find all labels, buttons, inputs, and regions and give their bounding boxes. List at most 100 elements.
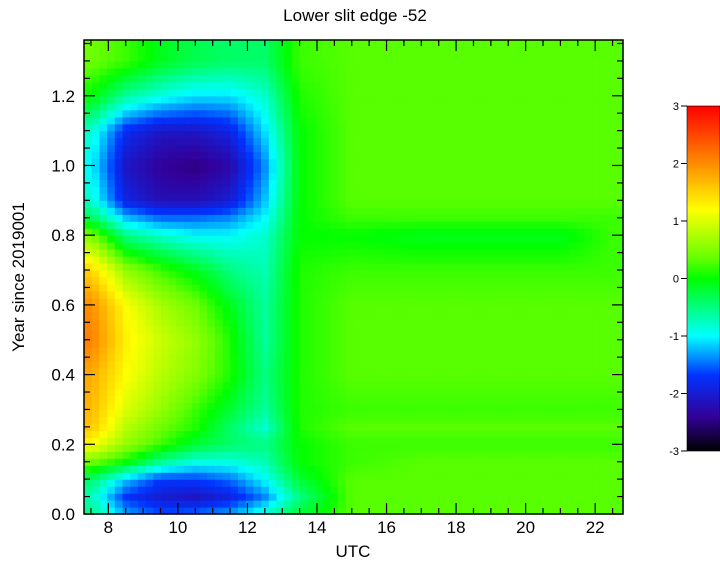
heatmap-cell bbox=[561, 458, 570, 466]
heatmap-cell bbox=[145, 151, 154, 160]
heatmap-cell bbox=[592, 325, 601, 334]
heatmap-cell bbox=[592, 207, 601, 215]
heatmap-cell bbox=[245, 486, 254, 494]
heatmap-cell bbox=[507, 360, 516, 369]
heatmap-cell bbox=[114, 479, 124, 487]
heatmap-cell bbox=[499, 109, 509, 118]
heatmap-cell bbox=[207, 207, 216, 215]
heatmap-cell bbox=[330, 95, 339, 104]
heatmap-cell bbox=[569, 228, 578, 236]
heatmap-cell bbox=[145, 507, 154, 515]
heatmap-cell bbox=[191, 137, 201, 146]
heatmap-cell bbox=[546, 137, 555, 146]
heatmap-cell bbox=[276, 263, 285, 271]
heatmap-cell bbox=[561, 81, 570, 90]
heatmap-cell bbox=[499, 221, 509, 229]
heatmap-cell bbox=[199, 235, 208, 243]
heatmap-cell bbox=[268, 388, 278, 397]
heatmap-cell bbox=[145, 325, 154, 334]
heatmap-cell bbox=[307, 172, 316, 181]
heatmap-cell bbox=[530, 95, 539, 104]
heatmap-cell bbox=[315, 242, 324, 250]
heatmap-cell bbox=[199, 249, 208, 257]
heatmap-cell bbox=[515, 277, 524, 285]
heatmap-cell bbox=[107, 423, 116, 431]
heatmap-cell bbox=[461, 437, 470, 445]
heatmap-cell bbox=[291, 228, 301, 236]
heatmap-cell bbox=[153, 437, 162, 445]
heatmap-cell bbox=[499, 353, 509, 362]
heatmap-cell bbox=[284, 311, 293, 320]
heatmap-cell bbox=[584, 60, 593, 69]
heatmap-cell bbox=[522, 116, 532, 125]
heatmap-cell bbox=[469, 137, 478, 146]
heatmap-cell bbox=[415, 95, 424, 104]
heatmap-cell bbox=[291, 179, 301, 187]
heatmap-cell bbox=[214, 137, 224, 146]
heatmap-cell bbox=[438, 158, 447, 167]
heatmap-cell bbox=[261, 158, 270, 167]
heatmap-cell bbox=[368, 256, 378, 264]
heatmap-cell bbox=[184, 74, 193, 83]
heatmap-cell bbox=[530, 507, 539, 515]
heatmap-cell bbox=[561, 74, 570, 83]
heatmap-cell bbox=[461, 381, 470, 390]
heatmap-cell bbox=[168, 353, 177, 362]
heatmap-cell bbox=[384, 40, 393, 48]
heatmap-cell bbox=[207, 137, 216, 146]
heatmap-cell bbox=[361, 374, 370, 383]
heatmap-cell bbox=[430, 493, 439, 501]
heatmap-cell bbox=[176, 116, 185, 125]
heatmap-cell bbox=[345, 130, 355, 139]
heatmap-cell bbox=[191, 88, 201, 97]
heatmap-cell bbox=[145, 67, 154, 76]
heatmap-cell bbox=[184, 479, 193, 487]
heatmap-cell bbox=[184, 200, 193, 208]
heatmap-cell bbox=[576, 144, 586, 153]
heatmap-cell bbox=[507, 500, 516, 508]
heatmap-cell bbox=[238, 402, 247, 411]
heatmap-cell bbox=[161, 500, 170, 508]
heatmap-cell bbox=[584, 40, 593, 48]
heatmap-cell bbox=[615, 402, 624, 411]
heatmap-cell bbox=[284, 500, 293, 508]
heatmap-cell bbox=[207, 74, 216, 83]
heatmap-cell bbox=[345, 235, 355, 243]
heatmap-cell bbox=[607, 109, 616, 118]
heatmap-cell bbox=[184, 486, 193, 494]
heatmap-cell bbox=[230, 74, 239, 83]
heatmap-cell bbox=[261, 332, 270, 341]
heatmap-cell bbox=[415, 500, 424, 508]
heatmap-cell bbox=[445, 60, 455, 69]
heatmap-cell bbox=[207, 367, 216, 376]
heatmap-cell bbox=[345, 40, 355, 48]
heatmap-cell bbox=[353, 242, 362, 250]
heatmap-cell bbox=[153, 165, 162, 174]
heatmap-cell bbox=[238, 437, 247, 445]
heatmap-cell bbox=[330, 465, 339, 473]
heatmap-cell bbox=[214, 318, 224, 327]
heatmap-cell bbox=[384, 416, 393, 424]
heatmap-cell bbox=[453, 172, 462, 181]
heatmap-cell bbox=[569, 479, 578, 487]
heatmap-cell bbox=[207, 409, 216, 418]
heatmap-cell bbox=[522, 193, 532, 201]
heatmap-cell bbox=[584, 144, 593, 153]
heatmap-cell bbox=[338, 458, 347, 466]
heatmap-cell bbox=[422, 256, 432, 264]
heatmap-cell bbox=[415, 179, 424, 187]
heatmap-cell bbox=[345, 458, 355, 466]
heatmap-cell bbox=[530, 144, 539, 153]
heatmap-cell bbox=[168, 423, 177, 431]
heatmap-cell bbox=[91, 200, 100, 208]
heatmap-cell bbox=[515, 263, 524, 271]
heatmap-cell bbox=[530, 458, 539, 466]
heatmap-cell bbox=[438, 500, 447, 508]
heatmap-cell bbox=[368, 402, 378, 411]
heatmap-cell bbox=[607, 479, 616, 487]
heatmap-cell bbox=[299, 221, 308, 229]
heatmap-cell bbox=[222, 186, 231, 194]
heatmap-cell bbox=[315, 402, 324, 411]
heatmap-cell bbox=[569, 116, 578, 125]
heatmap-cell bbox=[184, 304, 193, 313]
